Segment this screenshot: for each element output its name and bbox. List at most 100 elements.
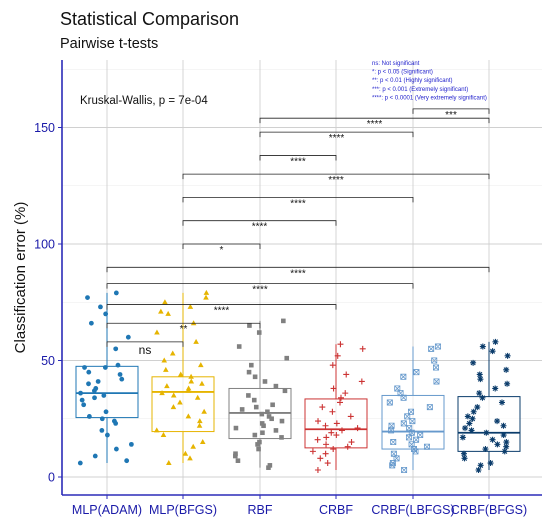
data-point [433, 364, 440, 371]
data-point [469, 415, 476, 422]
data-point [185, 413, 192, 419]
data-point [479, 343, 486, 350]
data-point [115, 362, 121, 368]
data-point [489, 348, 496, 355]
data-point [489, 436, 496, 443]
data-point [199, 439, 206, 445]
data-point [400, 394, 407, 401]
data-point [314, 436, 321, 443]
y-tick-label: 50 [41, 354, 55, 368]
box-group-1 [151, 289, 215, 466]
data-point [386, 399, 393, 406]
data-point [170, 404, 177, 410]
x-tick-label: CRBF(BFGS) [451, 503, 527, 517]
chart-subtitle: Pairwise t-tests [60, 36, 159, 52]
data-point [153, 427, 160, 433]
data-point [102, 365, 108, 370]
comparison-label: **** [290, 156, 306, 167]
significance-brackets: ns**************************************… [106, 108, 490, 357]
x-tick-label: RBF [248, 503, 273, 517]
data-point [190, 443, 197, 449]
data-point [125, 334, 131, 340]
data-point [233, 425, 239, 431]
data-point [95, 379, 101, 384]
data-point [91, 388, 97, 394]
data-point [413, 369, 420, 376]
data-point [409, 418, 416, 425]
data-point [247, 323, 252, 328]
data-point [101, 393, 107, 398]
data-point [193, 338, 199, 344]
box-group-4 [381, 343, 445, 474]
comparison-bracket [106, 283, 414, 289]
data-point [309, 448, 316, 455]
data-point [337, 341, 344, 348]
data-point [501, 448, 508, 455]
data-point [498, 399, 505, 406]
data-point [177, 399, 183, 405]
data-point [113, 421, 119, 426]
comparison-bracket [259, 131, 414, 138]
comparison-label: **** [290, 198, 306, 209]
data-point [342, 390, 349, 397]
data-point [160, 432, 167, 438]
data-point [482, 446, 489, 453]
data-point [235, 458, 241, 463]
data-point [246, 393, 251, 398]
data-point [197, 418, 203, 424]
data-point [428, 345, 435, 352]
box-group-2 [228, 318, 292, 470]
data-point [164, 383, 170, 389]
data-point [158, 308, 164, 314]
data-point [194, 394, 201, 400]
data-point [119, 376, 125, 382]
data-point [169, 350, 176, 356]
x-tick-label: MLP(ADAM) [72, 503, 142, 517]
data-point [317, 455, 324, 462]
data-point [282, 388, 288, 394]
data-point [163, 366, 169, 372]
data-point [477, 376, 484, 383]
x-tick-label: CRBF [319, 503, 353, 517]
data-point [483, 429, 490, 436]
data-point [423, 443, 430, 450]
significance-legend: ns: Not significant *: p < 0.05 (Signific… [372, 61, 487, 101]
data-point [128, 441, 134, 447]
box-group-0 [75, 290, 139, 466]
data-point [99, 416, 105, 422]
data-point [389, 462, 396, 469]
data-point [187, 455, 193, 461]
data-point [405, 434, 412, 441]
data-point [464, 413, 471, 420]
data-point [338, 427, 345, 434]
data-point [154, 329, 160, 335]
data-point [262, 379, 268, 384]
comparison-bracket [259, 155, 337, 161]
data-point [267, 463, 273, 468]
data-point [281, 318, 286, 324]
data-point [170, 392, 177, 398]
data-point [487, 460, 494, 467]
data-point [503, 443, 510, 450]
data-point [165, 310, 171, 316]
box [457, 396, 521, 452]
data-point [333, 420, 340, 427]
box-group-5 [457, 338, 521, 474]
data-point [182, 450, 189, 456]
y-axis-title: Classification error (%) [12, 202, 29, 354]
data-point [261, 423, 266, 429]
data-point [470, 359, 477, 366]
data-point [81, 402, 87, 408]
data-point [185, 387, 192, 393]
data-point [476, 371, 483, 378]
data-point [412, 448, 419, 455]
data-point [388, 427, 395, 434]
data-point [92, 395, 97, 401]
comparison-label: ns [139, 343, 152, 357]
data-point [253, 404, 259, 410]
data-point [196, 422, 203, 428]
comparison-label: * [220, 245, 224, 256]
data-point [459, 434, 466, 441]
data-point [358, 378, 365, 385]
data-point [86, 414, 92, 419]
